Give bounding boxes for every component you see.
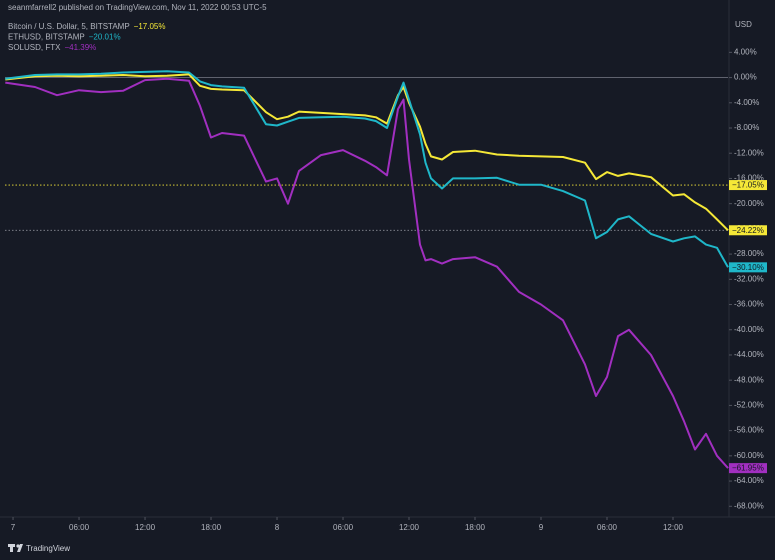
y-tick-label: -16.00%	[734, 174, 764, 183]
series-line	[5, 77, 729, 469]
legend-value: −41.39%	[64, 43, 96, 52]
y-tick-label: -52.00%	[734, 401, 764, 410]
price-badge	[729, 180, 767, 191]
y-tick-label: -20.00%	[734, 199, 764, 208]
price-badge-label: −30.10%	[732, 263, 764, 272]
x-tick-label: 7	[11, 523, 16, 532]
legend-name: SOLUSD, FTX	[8, 43, 61, 52]
x-tick-label: 12:00	[135, 523, 156, 532]
y-tick-label: -56.00%	[734, 426, 764, 435]
y-tick-label: -4.00%	[734, 98, 759, 107]
series-line	[5, 73, 729, 232]
y-tick-label: 4.00%	[734, 47, 757, 56]
series-line	[5, 70, 729, 268]
x-tick-label: 06:00	[69, 523, 90, 532]
y-tick-label: -12.00%	[734, 148, 764, 157]
y-tick-label: -44.00%	[734, 350, 764, 359]
y-tick-label: -68.00%	[734, 501, 764, 510]
legend-value: −17.05%	[134, 22, 166, 31]
price-badge	[729, 463, 767, 474]
legend-value: −20.01%	[89, 33, 121, 42]
price-badge	[729, 262, 767, 273]
x-tick-label: 12:00	[399, 523, 420, 532]
x-tick-label: 06:00	[597, 523, 618, 532]
price-badge-label: −24.22%	[732, 226, 764, 235]
legend-name: ETHUSD, BITSTAMP	[8, 33, 85, 42]
x-tick-label: 18:00	[201, 523, 222, 532]
price-badge-label: −61.95%	[732, 464, 764, 473]
y-tick-label: -28.00%	[734, 249, 764, 258]
y-tick-label: -36.00%	[734, 300, 764, 309]
legend-entry: Bitcoin / U.S. Dollar, 5, BITSTAMP −17.05…	[8, 22, 165, 31]
price-badge	[729, 225, 767, 236]
y-tick-label: -60.00%	[734, 451, 764, 460]
x-tick-label: 9	[539, 523, 544, 532]
x-tick-label: 18:00	[465, 523, 486, 532]
logo	[8, 544, 23, 552]
axis-unit: USD	[735, 20, 752, 29]
x-tick-label: 06:00	[333, 523, 354, 532]
x-tick-label: 12:00	[663, 523, 684, 532]
y-tick-label: -40.00%	[734, 325, 764, 334]
y-tick-label: -32.00%	[734, 274, 764, 283]
footer: TradingView	[26, 544, 70, 553]
legend-entry: ETHUSD, BITSTAMP −20.01%	[8, 33, 121, 42]
legend-entry: SOLUSD, FTX −41.39%	[8, 43, 96, 52]
price-badge-label: −17.05%	[732, 181, 764, 190]
y-tick-label: -48.00%	[734, 375, 764, 384]
y-tick-label: 0.00%	[734, 73, 757, 82]
header: seanmfarrell2 published on TradingView.c…	[8, 3, 267, 12]
legend-name: Bitcoin / U.S. Dollar, 5, BITSTAMP	[8, 22, 130, 31]
x-tick-label: 8	[275, 523, 280, 532]
y-tick-label: -64.00%	[734, 476, 764, 485]
y-tick-label: -8.00%	[734, 123, 759, 132]
